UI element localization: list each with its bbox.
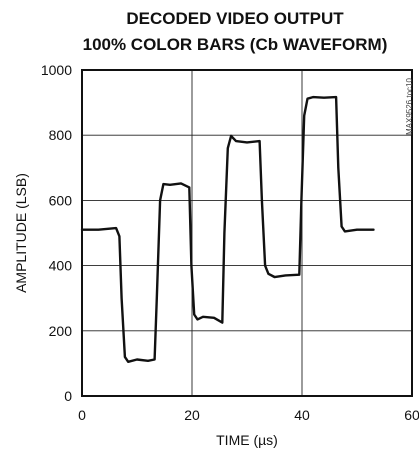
y-tick-labels: 0 200 400 600 800 1000 (41, 62, 72, 404)
y-tick-label-1000: 1000 (41, 62, 72, 78)
x-tick-label-0: 0 (78, 407, 86, 423)
x-tick-labels: 0 20 40 60 (78, 407, 419, 423)
x-tick-label-60: 60 (404, 407, 419, 423)
y-tick-label-400: 400 (49, 258, 73, 274)
chart-title: DECODED VIDEO OUTPUT (126, 9, 344, 28)
x-tick-label-20: 20 (184, 407, 200, 423)
x-tick-label-40: 40 (294, 407, 310, 423)
y-tick-label-200: 200 (49, 323, 73, 339)
watermark-text: MAX9526 toc10 (405, 78, 414, 135)
chart-subtitle: 100% COLOR BARS (Cb WAVEFORM) (83, 35, 388, 54)
x-axis-label: TIME (µs) (216, 432, 278, 448)
y-axis-label: AMPLITUDE (LSB) (13, 173, 29, 293)
plot-frame (81, 69, 413, 397)
y-tick-label-600: 600 (49, 192, 73, 208)
y-tick-label-0: 0 (64, 388, 72, 404)
grid-lines (82, 70, 412, 396)
y-tick-label-800: 800 (49, 127, 73, 143)
cb-waveform-line (80, 95, 375, 363)
